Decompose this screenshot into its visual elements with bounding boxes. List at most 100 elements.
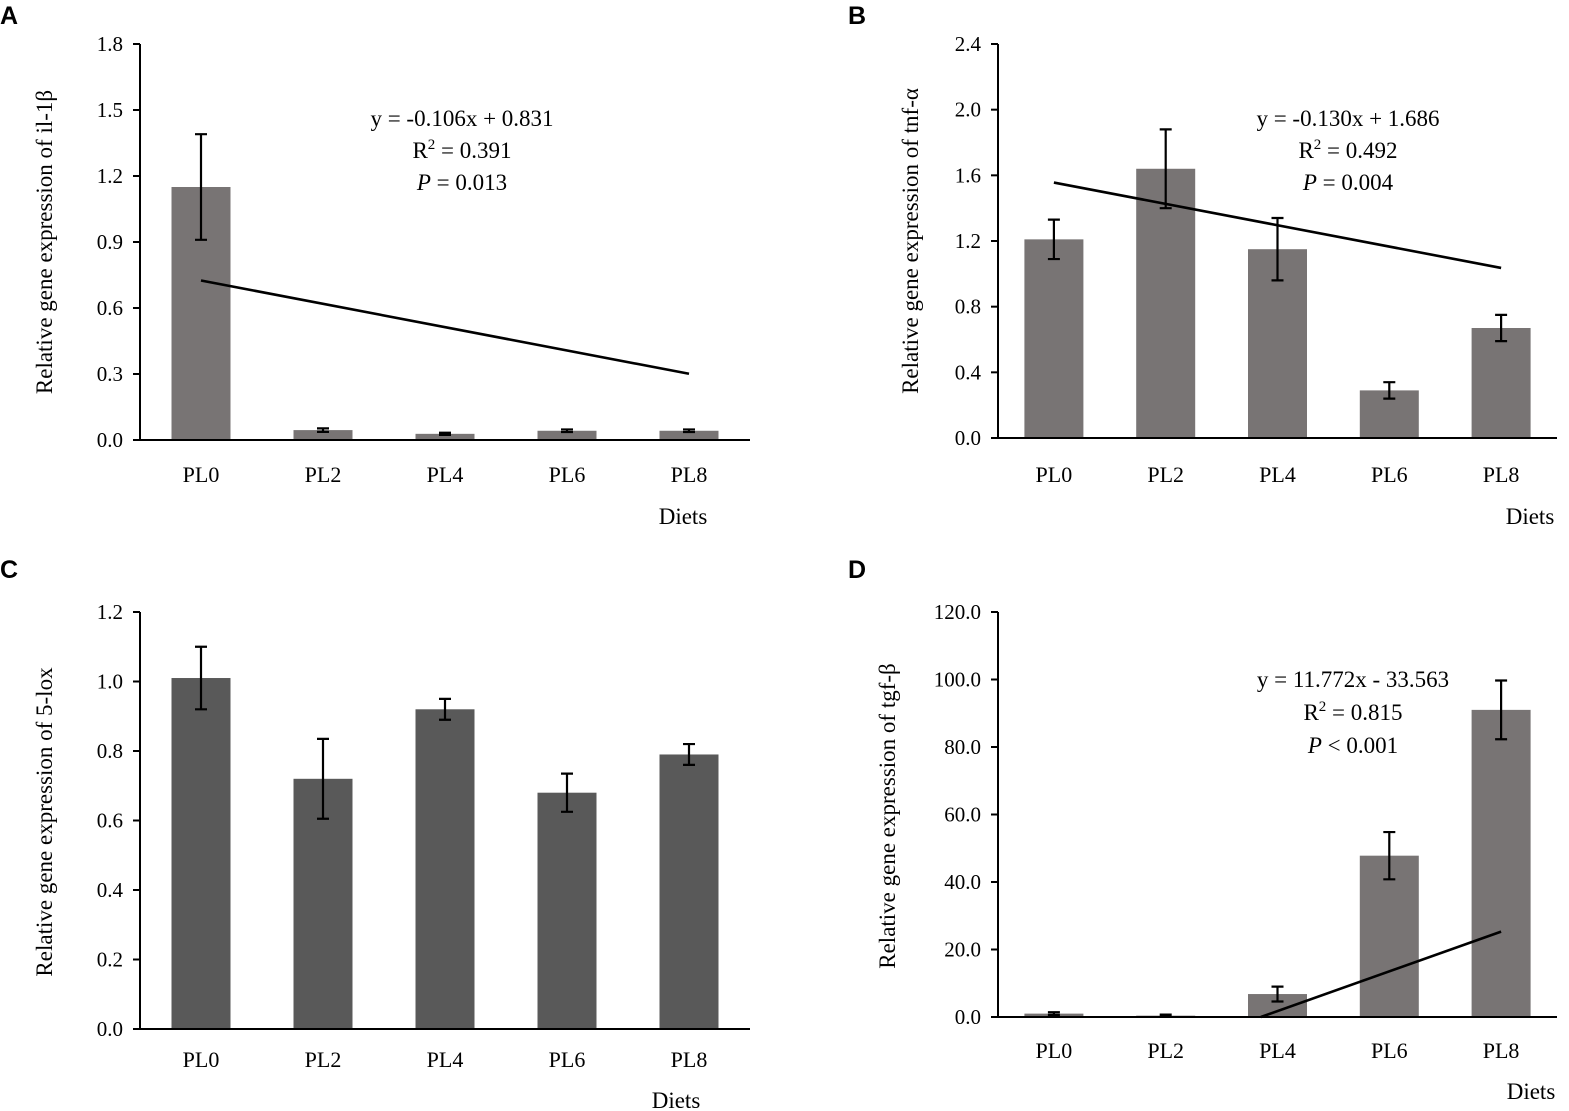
- error-bar-pl4: [1271, 216, 1284, 282]
- error-bar-pl4: [1271, 985, 1284, 1003]
- bar-pl8: [1471, 328, 1531, 438]
- error-bar-pl8: [683, 428, 695, 434]
- y-tick-label: 0.8: [955, 295, 981, 319]
- regression-equation: y = -0.106x + 0.831: [370, 106, 553, 131]
- trendline: [200, 279, 690, 376]
- trendline: [1260, 930, 1502, 1019]
- x-tick-label: PL6: [549, 462, 586, 487]
- regression-equation: y = 11.772x - 33.563: [1257, 667, 1449, 692]
- y-tick-label: 0.4: [97, 878, 124, 902]
- bar-pl6: [537, 792, 597, 1029]
- y-axis-title: Relative gene expression of tgf-β: [875, 663, 900, 969]
- error-bar-pl2: [1159, 128, 1172, 210]
- error-bar-pl0: [1047, 218, 1060, 261]
- bar-pl2: [293, 430, 353, 440]
- bar-pl4: [1248, 994, 1307, 1017]
- x-tick-label: PL6: [549, 1047, 586, 1072]
- error-bar-pl0: [195, 133, 207, 241]
- x-tick-label: PL6: [1371, 1038, 1408, 1063]
- bar-pl8: [659, 754, 719, 1029]
- r-squared: R2 = 0.815: [1303, 699, 1402, 725]
- y-tick-label: 1.2: [97, 600, 123, 624]
- y-tick-label: 1.6: [955, 163, 981, 187]
- x-tick-label: PL2: [1147, 462, 1184, 487]
- x-axis-title: Diets: [652, 1088, 701, 1111]
- x-tick-label: PL0: [183, 1047, 220, 1072]
- bar-pl2: [1136, 168, 1196, 438]
- error-bar-pl0: [195, 645, 207, 711]
- panel-label: A: [0, 2, 18, 30]
- chart-panel-b: B 0.0 0.4 0.8 1.2 1.6 2.0 2.4 PL0 PL2 PL4 PL6 PL8 y =…: [848, 2, 1557, 529]
- bar-pl8: [1471, 709, 1531, 1017]
- y-tick-label: 120.0: [934, 600, 981, 624]
- y-tick-label: 0.2: [97, 948, 123, 972]
- y-tick-label: 100.0: [934, 668, 981, 692]
- y-tick-label: 1.2: [97, 164, 123, 188]
- error-bar-pl8: [683, 742, 695, 766]
- y-tick-label: 60.0: [944, 803, 981, 827]
- bar-pl4: [415, 433, 475, 440]
- y-tick-label: 0.3: [97, 362, 123, 386]
- x-tick-label: PL0: [183, 462, 220, 487]
- y-axis-title: Relative gene expression of tnf-α: [898, 88, 923, 394]
- y-tick-label: 2.4: [955, 32, 982, 56]
- p-value: P < 0.001: [1307, 733, 1398, 758]
- x-tick-label: PL2: [1147, 1038, 1184, 1063]
- bar-pl2: [293, 778, 353, 1029]
- x-tick-label: PL6: [1371, 462, 1408, 487]
- p-value: P = 0.013: [416, 170, 507, 195]
- error-bar-pl6: [561, 772, 573, 813]
- bar-pl8: [659, 430, 719, 440]
- error-bar-pl6: [561, 428, 573, 434]
- y-tick-label: 0.9: [97, 230, 123, 254]
- y-tick-label: 0.6: [97, 296, 123, 320]
- y-tick-label: 80.0: [944, 735, 981, 759]
- bar-pl4: [415, 709, 475, 1029]
- y-tick-label: 0.0: [97, 428, 123, 452]
- x-tick-label: PL2: [305, 462, 342, 487]
- y-tick-label: 20.0: [944, 938, 981, 962]
- x-tick-label: PL4: [427, 1047, 464, 1072]
- error-bar-pl6: [1383, 381, 1396, 400]
- x-tick-label: PL8: [671, 462, 708, 487]
- error-bar-pl0: [1047, 1011, 1060, 1017]
- x-axis-title: Diets: [659, 504, 708, 529]
- x-tick-label: PL4: [1259, 462, 1296, 487]
- x-tick-label: PL8: [1483, 462, 1520, 487]
- x-tick-label: PL8: [671, 1047, 708, 1072]
- error-bar-pl4: [439, 697, 451, 721]
- y-tick-label: 0.6: [97, 809, 123, 833]
- r-squared: R2 = 0.492: [1298, 137, 1397, 163]
- panel-label: C: [0, 556, 18, 584]
- y-tick-label: 1.8: [97, 32, 123, 56]
- y-axis-title: Relative gene expression of il-1β: [32, 90, 57, 394]
- chart-panel-d: D 0.0 20.0 40.0 60.0 80.0 100.0 120.0 PL0 PL2 PL4 P…: [848, 556, 1557, 1104]
- y-tick-label: 0.0: [97, 1017, 123, 1041]
- y-tick-label: 1.5: [97, 98, 123, 122]
- y-axis-title: Relative gene expression of 5-lox: [32, 667, 57, 977]
- error-bar-pl2: [317, 737, 329, 820]
- x-tick-label: PL0: [1036, 462, 1073, 487]
- bar-pl6: [1359, 855, 1419, 1017]
- y-tick-label: 0.0: [955, 1005, 981, 1029]
- bar-pl0: [1024, 239, 1084, 438]
- error-bar-pl8: [1495, 679, 1508, 741]
- y-tick-label: 40.0: [944, 870, 981, 894]
- p-value: P = 0.004: [1302, 170, 1394, 195]
- x-tick-label: PL4: [1259, 1038, 1296, 1063]
- panel-label: B: [848, 2, 866, 30]
- chart-panel-c: C 0.0 0.2 0.4 0.6 0.8 1.0 1.2 PL0 PL2 PL4 PL6 PL8 Die…: [0, 556, 750, 1111]
- panel-label: D: [848, 556, 866, 584]
- y-tick-label: 0.0: [955, 426, 981, 450]
- x-tick-label: PL0: [1036, 1038, 1073, 1063]
- y-tick-label: 1.2: [955, 229, 981, 253]
- error-bar-pl8: [1495, 313, 1508, 343]
- x-axis-title: Diets: [1506, 504, 1555, 529]
- chart-panel-a: A 0.0 0.3 0.6 0.9 1.2 1.5 1.8 PL0 PL2 PL4 PL6 PL8 y =…: [0, 2, 750, 529]
- bar-pl0: [171, 678, 231, 1029]
- error-bar-pl6: [1383, 830, 1396, 881]
- y-tick-label: 2.0: [955, 98, 981, 122]
- x-tick-label: PL8: [1483, 1038, 1520, 1063]
- bar-pl6: [537, 430, 597, 440]
